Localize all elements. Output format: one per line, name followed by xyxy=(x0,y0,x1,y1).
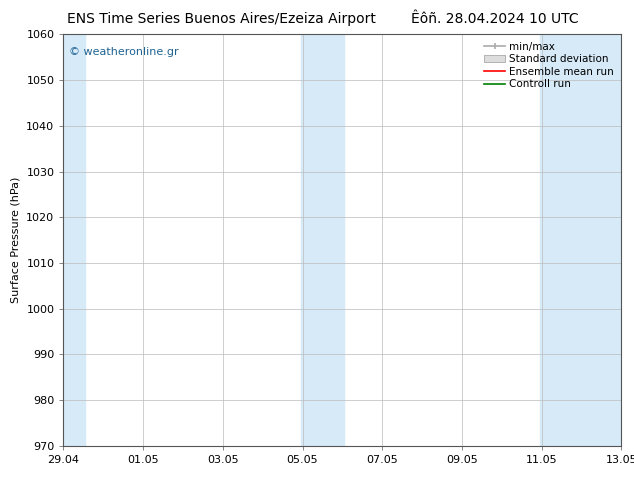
Text: ENS Time Series Buenos Aires/Ezeiza Airport: ENS Time Series Buenos Aires/Ezeiza Airp… xyxy=(67,12,377,26)
Legend: min/max, Standard deviation, Ensemble mean run, Controll run: min/max, Standard deviation, Ensemble me… xyxy=(482,40,616,92)
Bar xyxy=(61,34,86,446)
Bar xyxy=(540,34,623,446)
Bar xyxy=(301,34,344,446)
Text: Êôñ. 28.04.2024 10 UTC: Êôñ. 28.04.2024 10 UTC xyxy=(411,12,578,26)
Text: © weatheronline.gr: © weatheronline.gr xyxy=(69,47,179,57)
Y-axis label: Surface Pressure (hPa): Surface Pressure (hPa) xyxy=(11,177,21,303)
